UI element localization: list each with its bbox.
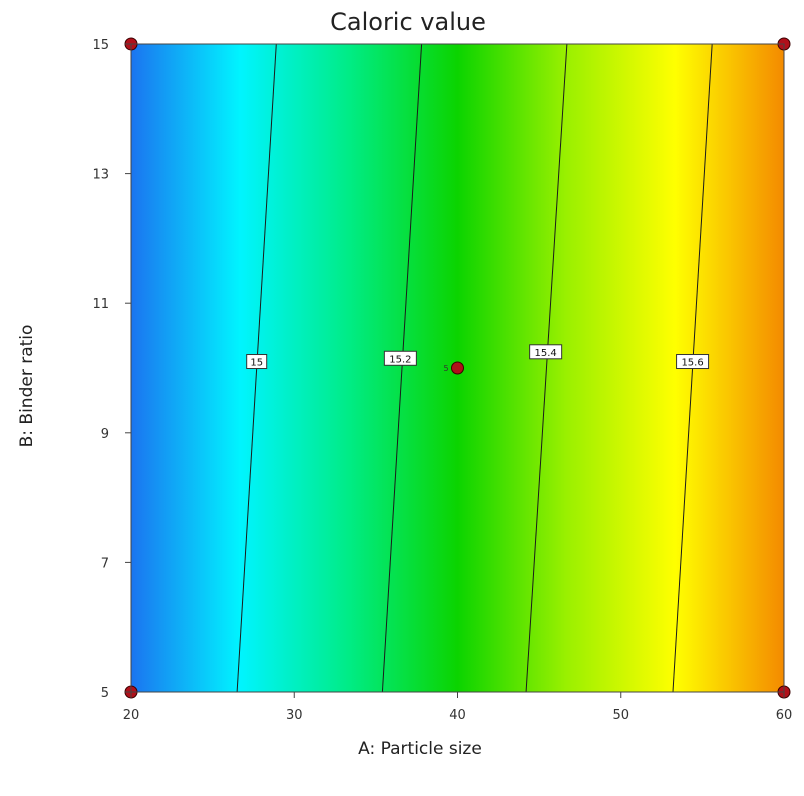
contour-label-box: [676, 354, 710, 370]
contour-lines: 15 15.2 15.4 15.6: [236, 43, 713, 693]
chart-title: Caloric value: [330, 8, 486, 36]
contour-label-box: [246, 354, 268, 370]
design-point: [451, 361, 464, 375]
x-tick-label: 50: [612, 708, 629, 723]
y-tick-label: 5: [101, 686, 109, 701]
x-tick-label: 60: [776, 708, 793, 723]
x-axis-label: A: Particle size: [358, 739, 482, 759]
y-tick-label: 7: [101, 556, 109, 571]
contour-line: [525, 43, 568, 693]
y-tick-label: 15: [92, 38, 109, 53]
y-tick-label: 13: [92, 168, 109, 183]
x-tick-label: 30: [286, 708, 303, 723]
y-axis: 5 7 9 11 13 15: [92, 38, 131, 701]
y-axis-label: B: Binder ratio: [17, 325, 37, 448]
y-tick-label: 11: [92, 297, 109, 312]
contour-label-box: [383, 350, 417, 366]
contour-label-box: [529, 344, 563, 360]
contour-label: 15.4: [535, 348, 557, 359]
x-tick-label: 20: [123, 708, 140, 723]
design-point-label: 5: [444, 364, 449, 373]
contour-label: 15.2: [389, 354, 411, 365]
x-axis: 20 30 40 50 60: [123, 692, 793, 723]
contour-line: [381, 43, 423, 693]
contour-label: 15.6: [681, 358, 703, 369]
contour-label: 15: [250, 358, 263, 369]
x-tick-label: 40: [449, 708, 466, 723]
y-tick-label: 9: [101, 427, 109, 442]
